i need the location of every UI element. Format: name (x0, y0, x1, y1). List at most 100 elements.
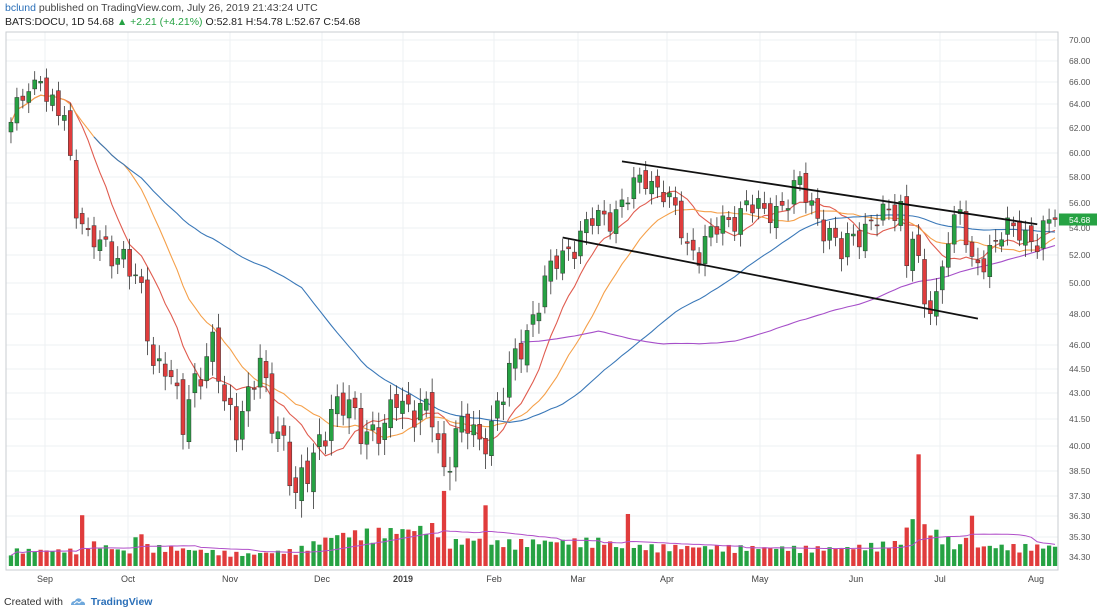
candle-body (192, 373, 198, 394)
candle-body (566, 246, 571, 250)
candle-body (857, 230, 862, 248)
candle-body (240, 411, 245, 440)
volume-bar (376, 527, 381, 566)
candle-body (845, 233, 850, 258)
volume-bar (602, 544, 607, 566)
candle (768, 197, 773, 234)
candle (447, 456, 453, 491)
candle-body (874, 224, 880, 227)
candle-body (91, 225, 97, 248)
candle-body (940, 266, 945, 291)
price-chart[interactable]: 70.00 68.00 66.00 64.00 62.00 60.00 58.00 56.00… (0, 30, 1100, 594)
volume-bar (1005, 550, 1010, 566)
volume-bar (186, 549, 192, 566)
candle-body (643, 170, 648, 189)
volume-bar (56, 549, 61, 566)
candle (809, 192, 815, 215)
tradingview-cloud-icon (70, 598, 85, 605)
candle-body (251, 387, 257, 390)
volume-bar (940, 544, 945, 566)
candle (340, 382, 346, 426)
volume-bar (708, 549, 714, 566)
candle (109, 235, 115, 279)
candle (904, 184, 909, 278)
candle (115, 246, 121, 275)
price-change: ▲ +2.21 (+4.21%) (116, 16, 203, 28)
volume-bar (453, 539, 459, 566)
candle (833, 216, 838, 247)
volume-bar (139, 534, 144, 566)
volume-bar (756, 549, 761, 566)
candle-body (447, 471, 453, 473)
volume-bar (133, 537, 138, 566)
candle-body (756, 198, 761, 209)
last-price: 54.68 (87, 16, 114, 28)
volume-bar (750, 545, 755, 566)
candle (483, 428, 488, 469)
volume-bar (151, 552, 156, 566)
candle (732, 206, 737, 241)
y-tick-label: 52.00 (1069, 250, 1091, 260)
x-tick-label: Mar (570, 574, 586, 584)
candle (892, 194, 898, 232)
candle (204, 343, 209, 389)
volume-bar (738, 545, 743, 566)
volume-bar (661, 544, 666, 566)
volume-bar (240, 555, 245, 566)
volume-bar (584, 537, 589, 566)
candle (613, 200, 619, 244)
volume-bar (981, 546, 986, 566)
candle-body (85, 228, 91, 230)
candle-body (109, 241, 115, 267)
candle (578, 221, 583, 264)
candle-body (898, 201, 904, 226)
y-tick-label: 60.00 (1069, 148, 1091, 158)
candle (275, 416, 281, 452)
candle-body (400, 400, 405, 414)
volume-bar (252, 554, 257, 566)
x-tick-label: Jul (934, 574, 946, 584)
volume-bar (957, 544, 963, 566)
candle (690, 228, 696, 261)
footer: Created with TradingView (4, 596, 152, 608)
volume-bar (952, 549, 957, 566)
volume-bar (216, 555, 221, 566)
candle (851, 224, 856, 246)
candle (257, 344, 263, 399)
candle (400, 387, 405, 430)
candle-body (892, 204, 898, 221)
candle (311, 443, 316, 509)
trendline[interactable] (621, 160, 1038, 226)
candle-body (797, 176, 803, 185)
candle (495, 392, 500, 431)
candle (97, 230, 103, 262)
volume-bar (898, 544, 903, 566)
volume-bar (275, 550, 281, 566)
author-link[interactable]: bclund (5, 2, 36, 14)
trendline[interactable] (562, 236, 979, 320)
volume-bar (928, 535, 933, 566)
y-tick-label: 36.30 (1069, 511, 1091, 521)
candle-body (388, 399, 393, 429)
candle (412, 400, 417, 442)
candle (702, 224, 708, 277)
published-line: bclund published on TradingView.com, Jul… (5, 2, 318, 14)
volume-bar (169, 546, 174, 566)
candle-body (133, 274, 138, 277)
tradingview-brand[interactable]: TradingView (90, 596, 153, 608)
candle-body (364, 431, 370, 445)
volume-bar (1046, 545, 1052, 566)
candle-body (204, 356, 209, 381)
volume-bar (910, 519, 915, 566)
candle-body (127, 249, 132, 277)
candle-body (833, 227, 838, 238)
volume-bar (702, 546, 708, 566)
volume-bar (821, 550, 826, 566)
candle-body (489, 420, 494, 456)
candle-body (762, 203, 767, 209)
candle-body (999, 239, 1004, 247)
volume-bar (785, 550, 791, 566)
volume-bar (524, 547, 530, 566)
volume-bar (999, 544, 1004, 566)
candle-body (453, 428, 459, 468)
